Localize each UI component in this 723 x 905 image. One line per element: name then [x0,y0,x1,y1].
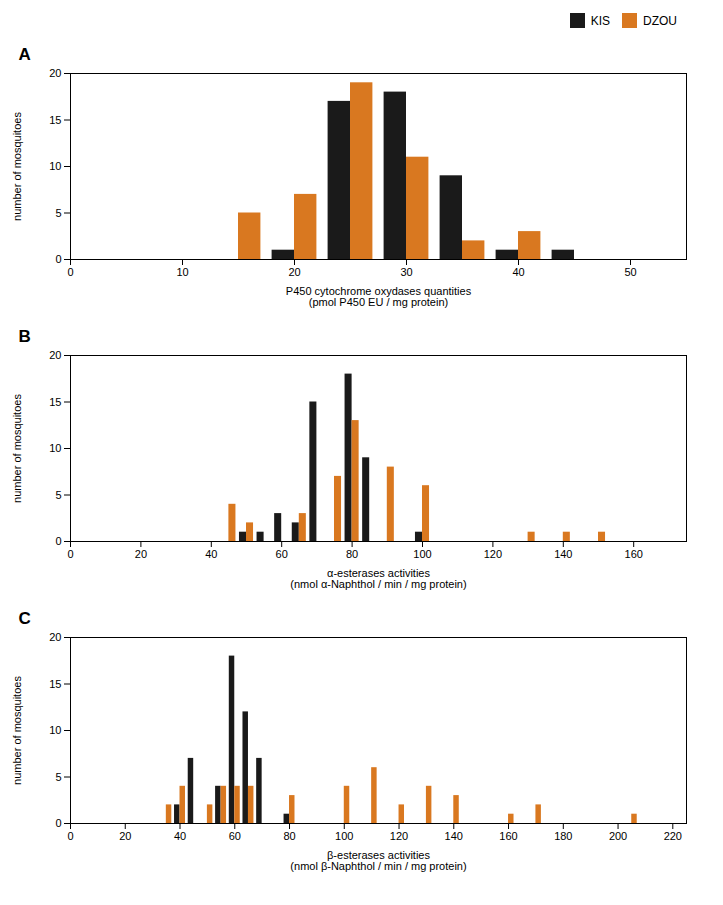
svg-text:20: 20 [119,830,131,842]
svg-text:200: 200 [609,830,627,842]
svg-text:number of mosquitoes: number of mosquitoes [11,394,23,503]
svg-text:20: 20 [49,631,61,643]
svg-text:60: 60 [229,830,241,842]
svg-text:140: 140 [554,548,572,560]
svg-text:0: 0 [67,266,73,278]
svg-text:30: 30 [400,266,412,278]
svg-text:B: B [19,327,31,346]
svg-text:40: 40 [205,548,217,560]
svg-text:A: A [19,45,31,64]
svg-text:160: 160 [625,548,643,560]
svg-text:80: 80 [283,830,295,842]
svg-text:10: 10 [49,442,61,454]
svg-text:160: 160 [499,830,517,842]
svg-text:β-esterases activities(nmol β-: β-esterases activities(nmol β-Naphthol /… [290,849,466,872]
svg-text:20: 20 [49,349,61,361]
svg-text:0: 0 [55,535,61,547]
svg-text:120: 120 [390,830,408,842]
svg-text:180: 180 [554,830,572,842]
svg-text:P450 cytochrome oxydases quant: P450 cytochrome oxydases quantities(pmol… [286,285,472,308]
svg-text:120: 120 [484,548,502,560]
svg-text:20: 20 [135,548,147,560]
svg-text:20: 20 [288,266,300,278]
svg-text:number of mosquitoes: number of mosquitoes [11,676,23,785]
svg-text:100: 100 [413,548,431,560]
svg-text:C: C [19,609,31,628]
svg-text:α-esterases activities(nmol α-: α-esterases activities(nmol α-Naphthol /… [290,567,466,590]
svg-text:15: 15 [49,396,61,408]
svg-text:10: 10 [176,266,188,278]
svg-text:0: 0 [55,253,61,265]
svg-text:20: 20 [49,67,61,79]
svg-text:220: 220 [664,830,682,842]
svg-text:40: 40 [512,266,524,278]
svg-text:number of mosquitoes: number of mosquitoes [11,112,23,221]
svg-text:40: 40 [174,830,186,842]
svg-text:5: 5 [55,489,61,501]
svg-text:60: 60 [276,548,288,560]
svg-text:10: 10 [49,160,61,172]
svg-text:0: 0 [67,830,73,842]
svg-text:5: 5 [55,207,61,219]
svg-text:10: 10 [49,724,61,736]
html-text:DZOU: DZOU [643,13,677,28]
svg-text:140: 140 [445,830,463,842]
svg-text:80: 80 [346,548,358,560]
svg-text:5: 5 [55,771,61,783]
svg-text:0: 0 [55,817,61,829]
svg-text:0: 0 [67,548,73,560]
svg-text:15: 15 [49,678,61,690]
svg-text:50: 50 [624,266,636,278]
svg-text:15: 15 [49,114,61,126]
svg-text:100: 100 [335,830,353,842]
html-text:KIS: KIS [590,13,610,28]
